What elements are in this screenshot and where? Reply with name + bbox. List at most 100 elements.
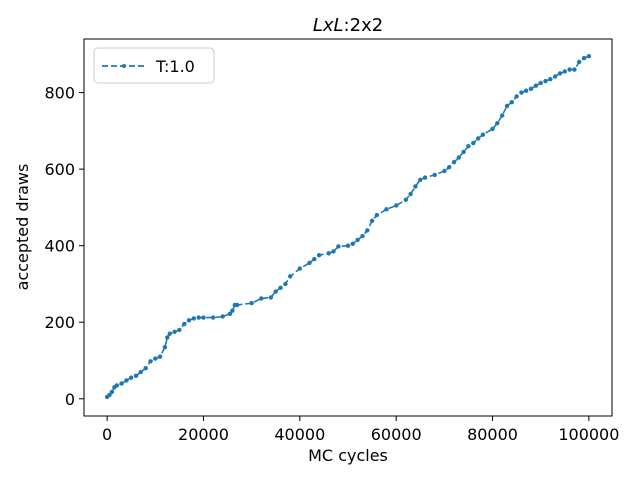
data-point [220, 314, 225, 319]
data-point [461, 149, 466, 155]
data-point [148, 359, 153, 364]
data-point [528, 86, 534, 92]
data-point [538, 80, 543, 86]
data-point [326, 251, 331, 256]
data-point [422, 175, 428, 180]
data-point [331, 249, 336, 254]
data-point [374, 212, 380, 218]
chart-title-rest: :2x2 [344, 15, 384, 36]
data-point [447, 165, 452, 170]
data-point [577, 59, 582, 65]
data-point [360, 233, 365, 239]
data-point [283, 281, 288, 287]
data-point [288, 274, 293, 279]
data-point [157, 354, 163, 359]
data-point [109, 389, 115, 395]
data-point [297, 266, 302, 271]
data-point [413, 184, 418, 189]
y-tick-label: 800 [44, 84, 75, 103]
data-point [504, 103, 510, 109]
data-point [475, 136, 481, 141]
data-point [230, 308, 235, 313]
data-point [162, 344, 168, 350]
y-axis-label: accepted draws [13, 164, 32, 291]
data-point [456, 155, 461, 160]
data-point [210, 315, 216, 320]
data-point [524, 88, 529, 93]
data-point [312, 256, 317, 262]
x-tick-label: 20000 [178, 425, 229, 444]
x-axis-ticks: 0 20000 40000 60000 80000 100000 [102, 416, 619, 444]
data-point [581, 55, 587, 61]
data-point [557, 71, 563, 76]
data-point [107, 392, 112, 398]
data-point [186, 318, 192, 323]
data-point [432, 172, 437, 178]
x-tick-label: 0 [102, 425, 112, 444]
chart-title-italic: LxL [313, 15, 344, 36]
legend-box [93, 47, 215, 84]
data-point [172, 329, 177, 334]
legend-entry-label: T:1.0 [155, 57, 195, 76]
y-tick-label: 600 [44, 160, 75, 179]
x-axis-label: MC cycles [308, 446, 388, 465]
x-tick-label: 100000 [558, 425, 619, 444]
data-point [316, 253, 322, 258]
data-point [403, 197, 408, 202]
data-point [408, 191, 413, 197]
data-point [114, 383, 120, 388]
data-point [201, 315, 206, 320]
data-point [567, 67, 572, 72]
data-point [562, 69, 567, 74]
data-point [143, 366, 148, 371]
data-point [129, 375, 134, 380]
y-tick-label: 400 [44, 237, 75, 256]
data-point [519, 90, 524, 95]
data-point [124, 378, 129, 383]
data-point [273, 289, 278, 294]
data-point [259, 296, 264, 301]
data-point [466, 144, 471, 149]
data-point [365, 228, 370, 233]
y-tick-label: 0 [65, 390, 75, 409]
y-axis-ticks: 0 200 400 600 800 [44, 84, 84, 409]
data-point [345, 243, 351, 248]
legend: T:1.0 [93, 47, 215, 84]
data-point [336, 244, 341, 249]
data-point [350, 241, 355, 246]
data-point [133, 373, 139, 378]
legend-marker-sample [122, 64, 126, 68]
y-tick-label: 200 [44, 313, 75, 332]
data-point [500, 113, 505, 118]
data-point [480, 132, 486, 137]
data-point [586, 54, 592, 59]
series-layer [104, 54, 592, 400]
plot-frame [83, 38, 613, 417]
data-point [177, 327, 182, 333]
data-point [167, 331, 172, 336]
x-tick-label: 40000 [274, 425, 325, 444]
data-point [249, 300, 254, 306]
data-point [196, 315, 201, 320]
data-point [268, 295, 274, 300]
plot-area [84, 39, 612, 416]
data-point [138, 369, 143, 375]
data-point [235, 302, 240, 308]
chart-title: LxL:2x2 [313, 15, 383, 36]
data-point [553, 74, 558, 79]
data-point [514, 94, 519, 99]
x-tick-label: 80000 [467, 425, 518, 444]
data-point [278, 285, 283, 290]
data-point [490, 126, 495, 132]
data-point [191, 316, 196, 321]
data-point [418, 177, 423, 182]
data-point [369, 218, 375, 223]
data-point [572, 67, 577, 72]
data-point [355, 237, 360, 243]
data-point [394, 203, 399, 208]
data-point [153, 356, 158, 361]
data-point [165, 335, 170, 340]
data-point [509, 100, 514, 105]
data-point [495, 121, 500, 126]
